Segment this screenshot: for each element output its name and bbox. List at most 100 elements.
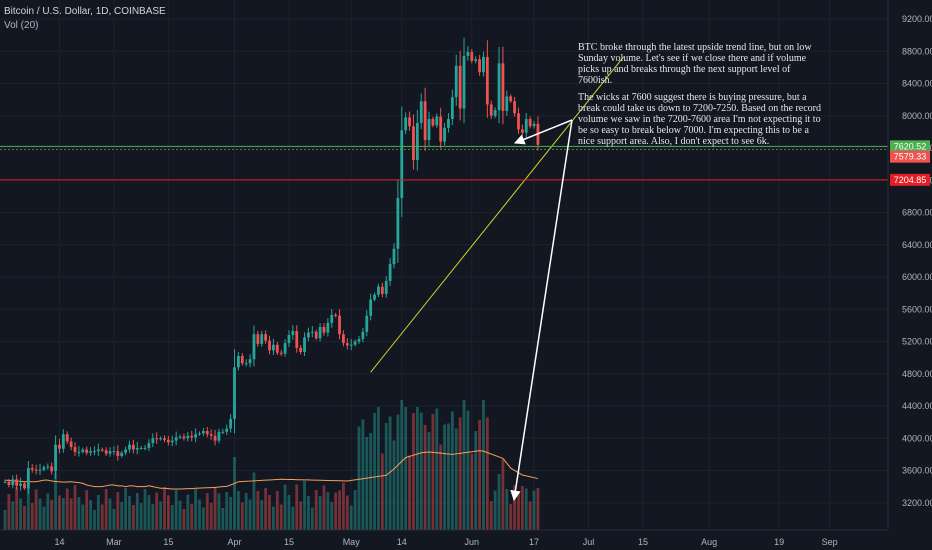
volume-bar — [131, 505, 135, 530]
candle-body — [279, 352, 283, 354]
volume-bar — [147, 495, 151, 530]
candle-body — [139, 447, 143, 449]
candle-body — [345, 343, 349, 346]
volume-bar — [50, 500, 54, 530]
candle-body — [58, 444, 61, 449]
candle-body — [427, 118, 431, 140]
candle-body — [349, 344, 353, 346]
volume-bar — [155, 492, 159, 530]
volume-bar — [474, 431, 478, 530]
volume-bar — [54, 472, 57, 530]
arrow-to-volume — [510, 119, 573, 502]
candle-body — [159, 438, 162, 440]
price-tag-label: 7204.85 — [894, 175, 927, 185]
volume-bar — [283, 484, 287, 530]
candle-body — [287, 335, 291, 344]
candle-body — [470, 52, 474, 61]
candle-body — [38, 469, 42, 471]
volume-bar — [528, 501, 532, 530]
candle-body — [240, 356, 244, 364]
volume-bar — [93, 510, 96, 530]
volume-bar — [194, 489, 198, 530]
volume-bar — [190, 504, 194, 530]
volume-bar — [209, 503, 213, 530]
candle-body — [485, 56, 489, 105]
x-tick-label: 15 — [163, 537, 173, 547]
volume-bar — [330, 502, 334, 530]
volume-bar — [388, 416, 392, 530]
candle-body — [248, 359, 252, 364]
volume-bar — [326, 492, 330, 530]
volume-bar — [19, 498, 22, 530]
candle-body — [163, 438, 166, 440]
volume-bar — [493, 490, 497, 530]
candle-body — [291, 331, 295, 336]
candle-body — [244, 363, 248, 365]
candle-body — [443, 127, 446, 142]
candle-body — [260, 334, 264, 344]
volume-bar — [272, 506, 275, 530]
candle-body — [178, 436, 182, 438]
candle-body — [15, 479, 19, 486]
candle-body — [310, 331, 314, 333]
candle-body — [408, 117, 411, 127]
volume-bar — [237, 491, 240, 530]
candle-body — [334, 314, 338, 316]
candle-body — [186, 435, 190, 439]
candle-body — [3, 481, 7, 483]
candle-body — [237, 356, 240, 368]
vol-ma-line — [4, 450, 539, 490]
candle-body — [42, 467, 46, 470]
candle-body — [256, 334, 260, 344]
candle-body — [532, 123, 536, 127]
candle-body — [322, 326, 326, 333]
candle-body — [54, 444, 57, 472]
volume-bar — [400, 400, 404, 530]
candle-body — [272, 344, 275, 351]
candle-body — [423, 101, 427, 140]
volume-bar — [517, 492, 520, 530]
volume-bar — [240, 502, 244, 530]
candle-body — [198, 433, 201, 435]
price-axis[interactable]: 3200.00 3600.00 4000.00 4400.00 4800.00 5200.… — [887, 0, 932, 550]
volume-bar — [124, 488, 127, 530]
candle-body — [205, 430, 209, 435]
candle-body — [330, 314, 334, 323]
volume-bar — [170, 505, 174, 530]
y-tick-label: 8800.00 — [902, 46, 932, 56]
candle-body — [462, 56, 466, 109]
volume-bar — [89, 500, 92, 530]
volume-bar — [128, 496, 131, 530]
candle-body — [505, 96, 509, 111]
annotation-arrows — [510, 119, 573, 502]
candle-body — [26, 468, 30, 489]
volume-bar — [264, 488, 268, 530]
price-tag — [890, 140, 930, 153]
candle-body — [268, 340, 271, 351]
candle-body — [213, 435, 217, 441]
volume-bar — [85, 490, 89, 530]
x-tick-label: Jul — [583, 537, 595, 547]
candle-body — [73, 447, 77, 452]
volume-bar — [501, 459, 505, 530]
candle-body — [77, 451, 81, 453]
volume-bar — [365, 437, 369, 530]
x-tick-label: 14 — [397, 537, 407, 547]
y-tick-label: 6000.00 — [902, 272, 932, 282]
volume-bar — [15, 487, 19, 530]
volume-bar — [166, 495, 170, 530]
y-tick-label: 5200.00 — [902, 337, 932, 347]
volume-bar — [415, 407, 419, 530]
candle-body — [380, 286, 384, 294]
x-tick-label: 14 — [54, 537, 64, 547]
volume-moving-average — [4, 450, 539, 490]
time-axis[interactable]: 14 Mar 15 Apr 15 May 14 Jun 17 Jul 15 Aug 19 Sep — [0, 529, 888, 547]
volume-bar — [291, 506, 295, 530]
candle-body — [100, 449, 104, 451]
volume-bar — [310, 507, 314, 530]
volume-bar — [303, 481, 306, 530]
candle-body — [388, 264, 392, 282]
volume-bar — [205, 493, 209, 530]
volume-bar — [182, 509, 186, 530]
